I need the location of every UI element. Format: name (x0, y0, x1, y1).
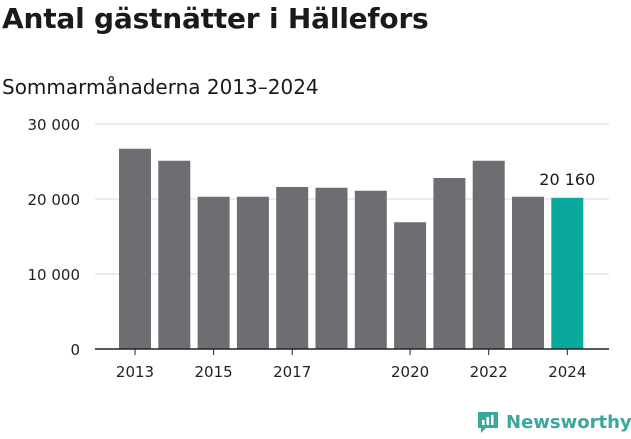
bar-2024 (551, 197, 584, 349)
bar-2020 (394, 222, 427, 349)
bar-2019 (354, 190, 387, 349)
bar-2014 (158, 160, 191, 349)
x-tick-label: 2024 (548, 363, 586, 381)
bar-2023 (512, 196, 544, 349)
x-tick-label: 2015 (195, 363, 233, 381)
axes (95, 348, 609, 355)
y-tick-label: 30 000 (28, 116, 81, 134)
bar-2018 (315, 187, 348, 349)
y-tick-label: 20 000 (28, 191, 81, 209)
chart-title: Antal gästnätter i Hällefors (2, 2, 429, 35)
x-tick-label: 2022 (470, 363, 508, 381)
brand-name: Newsworthy (506, 411, 631, 433)
y-tick-label: 10 000 (28, 266, 81, 284)
labels: 0 10 000 20 000 30 000 2013 2015 2017 2020 2022 2… (28, 116, 596, 381)
data-label: 20 160 (539, 170, 595, 189)
bar-2017 (276, 187, 309, 349)
bars (119, 148, 584, 349)
chart-subtitle: Sommarmånaderna 2013–2024 (2, 75, 319, 99)
bar-2022 (472, 160, 505, 349)
bar-2016 (236, 196, 269, 349)
x-tick-label: 2013 (116, 363, 154, 381)
x-tick-label: 2020 (391, 363, 429, 381)
y-tick-label: 0 (70, 341, 80, 359)
bar-2015 (197, 196, 230, 349)
newsworthy-logo-icon (478, 412, 498, 433)
brand-logo: Newsworthy (476, 408, 631, 436)
bar-2021 (433, 178, 466, 349)
x-tick-label: 2017 (273, 363, 311, 381)
bar-2013 (119, 148, 151, 349)
